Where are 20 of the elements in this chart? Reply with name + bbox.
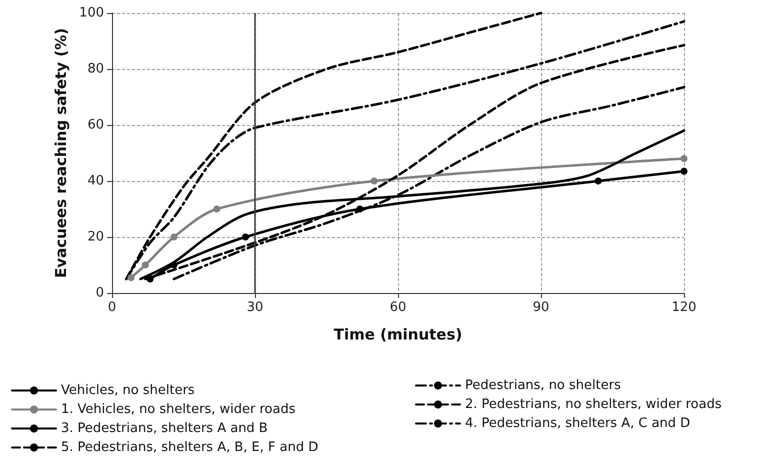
x-tick-label: 30 — [246, 300, 264, 315]
y-tick-label: 40 — [87, 174, 104, 188]
y-axis-title: Evacuees reaching safety (%) — [52, 28, 70, 278]
legend-label: 5. Pedestrians, shelters A, B, E, F and D — [61, 440, 318, 455]
legend-label: 4. Pedestrians, shelters A, C and D — [465, 416, 690, 431]
x-tick-label: 90 — [532, 300, 550, 315]
legend-label: Pedestrians, no shelters — [465, 378, 622, 393]
x-tick-label: 0 — [108, 300, 116, 315]
x-tick-label: 60 — [390, 300, 406, 315]
y-tick-label: 0 — [96, 286, 104, 300]
legend-label: 1. Vehicles, no shelters, wider roads — [61, 402, 296, 417]
y-tick-label: 80 — [87, 62, 104, 76]
legend-label: 2. Pedestrians, no shelters, wider roads — [465, 397, 722, 412]
y-tick-label: 100 — [79, 6, 104, 20]
x-tick-label: 120 — [672, 300, 696, 315]
x-axis-title: Time (minutes) — [334, 326, 462, 344]
legend-label: Vehicles, no shelters — [61, 383, 195, 398]
legend-label: 3. Pedestrians, shelters A and B — [61, 421, 268, 436]
y-tick-label: 60 — [87, 118, 104, 132]
y-tick-label: 20 — [87, 230, 104, 244]
